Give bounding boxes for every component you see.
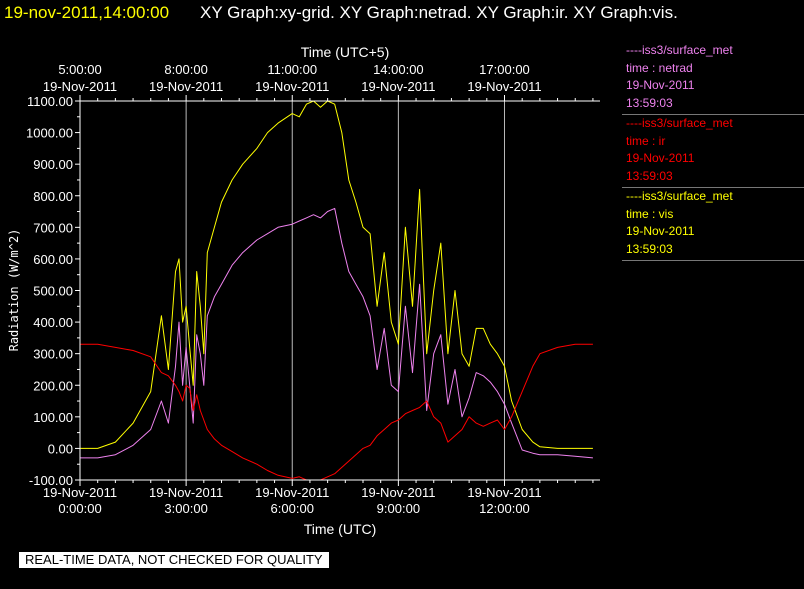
x2-tick-time: 11:00:00 [267,62,317,77]
legend-source: ----iss3/surface_met [626,116,733,130]
x2-tick-time: 5:00:00 [58,62,101,77]
series-line-time-ir [80,343,593,481]
x2-tick-date: 19-Nov-2011 [255,79,329,94]
x2-tick-date: 19-Nov-2011 [467,79,541,94]
y-tick-label: 800.00 [33,189,73,204]
x2-tick-date: 19-Nov-2011 [149,79,223,94]
legend-entry-ir: ----iss3/surface_met time : ir 19-Nov-20… [622,115,804,188]
x-axis-label: Time (UTC) [304,521,377,537]
y-tick-label: 900.00 [33,157,73,172]
legend-date: 19-Nov-2011 [626,224,695,238]
x2-tick-date: 19-Nov-2011 [361,79,435,94]
graph-titles: XY Graph:xy-grid. XY Graph:netrad. XY Gr… [200,3,678,22]
legend-label: time : netrad [626,60,693,75]
x-tick-time: 12:00:00 [479,501,530,516]
y-axis-label: Radiation (W/m^2) [7,229,21,352]
x-tick-date: 19-Nov-2011 [255,485,329,500]
y-tick-label: 1100.00 [27,94,73,109]
x2-tick-time: 8:00:00 [164,62,207,77]
legend-source: ----iss3/surface_met [626,189,733,203]
y-tick-label: 700.00 [33,220,73,235]
legend-source: ----iss3/surface_met [626,43,733,57]
legend-date: 19-Nov-2011 [626,151,695,165]
y-tick-label: 400.00 [33,315,73,330]
legend-label: time : vis [626,206,674,221]
y-tick-label: 200.00 [33,378,73,393]
x-tick-date: 19-Nov-2011 [361,485,435,500]
quality-disclaimer: REAL-TIME DATA, NOT CHECKED FOR QUALITY [19,552,329,568]
x2-tick-time: 17:00:00 [479,62,530,77]
legend-entry-netrad: ----iss3/surface_met time : netrad 19-No… [622,42,804,115]
x-tick-time: 9:00:00 [377,501,420,516]
legend: ----iss3/surface_met time : netrad 19-No… [622,42,804,261]
legend-time: 13:59:03 [626,168,673,183]
header-bar: 19-nov-2011,14:00:00 XY Graph:xy-grid. X… [0,0,804,26]
legend-label: time : ir [626,133,666,148]
x-tick-date: 19-Nov-2011 [467,485,541,500]
timestamp: 19-nov-2011,14:00:00 [4,3,170,22]
y-tick-label: 1000.00 [26,126,73,141]
y-tick-label: 100.00 [33,410,73,425]
legend-date: 19-Nov-2011 [626,78,695,92]
y-tick-label: 500.00 [33,284,73,299]
legend-time: 13:59:03 [626,95,673,110]
x2-axis-label: Time (UTC+5) [301,44,390,60]
x-tick-time: 6:00:00 [271,501,314,516]
y-tick-label: 0.00 [48,441,73,456]
x-tick-date: 19-Nov-2011 [149,485,223,500]
x-tick-date: 19-Nov-2011 [43,485,117,500]
x-tick-time: 0:00:00 [58,501,101,516]
x-tick-time: 3:00:00 [164,501,207,516]
y-tick-label: -100.00 [29,473,73,488]
series-line-time-netrad [80,207,593,459]
y-tick-label: 600.00 [33,252,73,267]
x2-tick-time: 14:00:00 [373,62,424,77]
x2-tick-date: 19-Nov-2011 [43,79,117,94]
legend-entry-vis: ----iss3/surface_met time : vis 19-Nov-2… [622,188,804,261]
y-tick-label: 300.00 [33,347,73,362]
legend-time: 13:59:03 [626,241,673,256]
series-line-time-vis [80,100,593,449]
